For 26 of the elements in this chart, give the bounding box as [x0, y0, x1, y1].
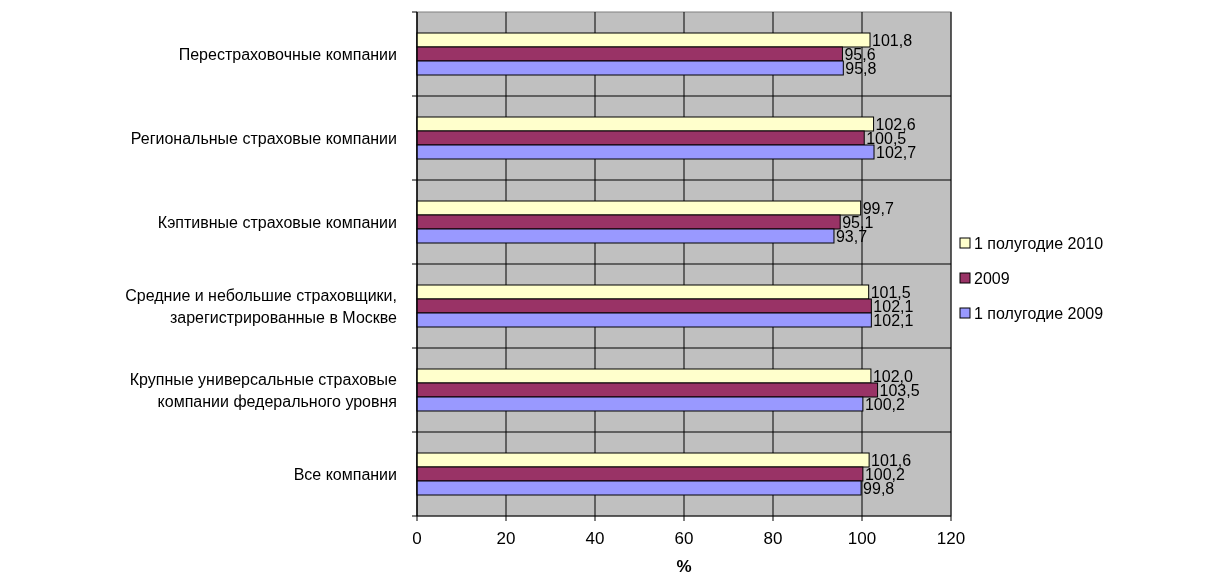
x-tick-label: 20 — [496, 529, 516, 548]
x-tick-label: 80 — [763, 529, 783, 548]
x-tick-label: 0 — [412, 529, 422, 548]
x-tick-label: 120 — [936, 529, 966, 548]
data-label: 99,7 — [862, 200, 894, 217]
data-label: 102,0 — [872, 368, 914, 385]
legend-label: 1 полугодие 2010 — [974, 235, 1104, 252]
legend-label: 2009 — [974, 270, 1010, 287]
x-tick-label: 60 — [674, 529, 694, 548]
data-label: 95,6 — [844, 46, 876, 63]
data-label: 95,1 — [842, 214, 874, 231]
y-tick-label: Кэптивные страховые компании — [157, 214, 397, 231]
y-tick-label: Средние и небольшие страховщики, зарегистрированные в Москве — [125, 287, 398, 326]
data-label: 102,6 — [875, 116, 916, 133]
x-axis-title: % — [676, 557, 692, 576]
y-tick-label: Перестраховочные компании — [178, 46, 397, 63]
data-label: 101,5 — [870, 284, 911, 301]
data-label: 101,8 — [872, 32, 913, 49]
y-tick-label: Крупные универсальные страховые компании федерального уровня — [129, 371, 398, 410]
x-tick-label: 100 — [847, 529, 877, 548]
legend-label: 1 полугодие 2009 — [974, 305, 1104, 322]
data-label: 100,2 — [864, 396, 906, 413]
y-tick-label: Региональные страховые компании — [130, 130, 397, 147]
x-tick-label: 40 — [585, 529, 605, 548]
data-label: 101,6 — [871, 452, 912, 469]
y-tick-label: Все компании — [293, 466, 397, 483]
